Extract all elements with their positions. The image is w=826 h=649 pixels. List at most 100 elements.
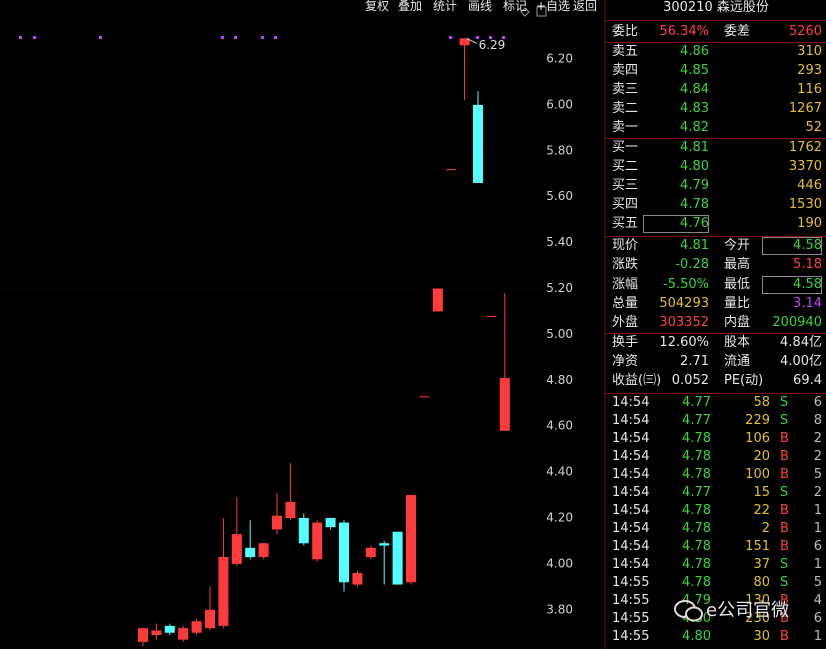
toolbar-button[interactable]: 返回 (573, 0, 598, 13)
level-price: 4.76 (643, 215, 709, 233)
annotation: 6.29 (479, 38, 506, 52)
label: 最低 (724, 276, 751, 292)
watermark: e公司官微 (706, 600, 790, 621)
label: 收益(㈢) (612, 373, 662, 388)
trade-count: 2 (813, 431, 822, 446)
trade-price: 4.77 (682, 413, 711, 428)
value: 0.052 (671, 373, 709, 388)
trade-time: 14:54 (612, 431, 650, 446)
trade-count: 5 (813, 467, 822, 482)
level-label: 买四 (612, 197, 639, 212)
trade-price: 4.77 (682, 485, 711, 500)
toolbar-button[interactable]: 复权 (365, 0, 390, 13)
trade-count: 6 (813, 395, 822, 410)
trade-volume: 22 (753, 503, 770, 518)
candle-body (164, 625, 175, 633)
candle-body (178, 628, 189, 640)
candle-body (312, 522, 323, 560)
candle-body (325, 518, 336, 528)
value: 4.81 (680, 238, 709, 253)
candle-body (365, 547, 376, 558)
trade-side: S (780, 557, 789, 572)
level-volume: 310 (797, 44, 822, 59)
trade-side: B (780, 629, 789, 644)
candle-body (151, 630, 162, 636)
separator (606, 42, 826, 43)
level-label: 卖三 (612, 82, 639, 97)
annotation-arrow (466, 37, 477, 44)
value: 4.00亿 (780, 354, 822, 369)
candle-body (339, 522, 349, 583)
value: 4.84亿 (780, 335, 822, 350)
trade-time: 14:54 (612, 503, 650, 518)
level-label: 买一 (612, 140, 639, 155)
y-tick-label: 6.20 (546, 52, 573, 66)
level-price: 4.84 (680, 82, 709, 97)
label: PE(动) (724, 373, 764, 388)
label: 现价 (612, 238, 639, 253)
level-price: 4.85 (680, 63, 709, 78)
candle-body (272, 515, 282, 530)
separator (606, 333, 826, 334)
separator (606, 236, 826, 237)
value: 4.58 (762, 275, 822, 294)
trade-count: 1 (813, 503, 822, 518)
trade-price: 4.78 (682, 503, 711, 518)
candle-body (473, 104, 483, 183)
y-tick-label: 4.20 (546, 511, 573, 525)
trade-time: 14:55 (612, 575, 650, 590)
candle-body (218, 557, 229, 626)
toolbar-button[interactable]: 标记 (503, 0, 528, 13)
level-label: 卖一 (612, 120, 639, 135)
level-price: 4.80 (680, 159, 709, 174)
trade-volume: 106 (745, 431, 770, 446)
trade-price: 4.78 (682, 539, 711, 554)
level-price: 4.83 (680, 101, 709, 116)
trade-price: 4.78 (682, 467, 711, 482)
label: 流通 (724, 354, 751, 369)
wechat-icon (674, 600, 703, 622)
label: 委比 (612, 24, 639, 39)
level-volume: 1267 (788, 101, 822, 116)
value: -0.28 (675, 257, 709, 273)
trade-count: 1 (813, 629, 822, 644)
trade-volume: 130 (745, 593, 770, 608)
level-volume: 1762 (788, 140, 822, 155)
candle-body (298, 518, 309, 544)
value: 303352 (659, 315, 709, 331)
trade-time: 14:54 (612, 395, 650, 410)
trade-price: 4.77 (682, 395, 711, 410)
trade-price: 4.78 (682, 431, 711, 446)
trade-side: B (780, 593, 789, 608)
candle-body (138, 628, 148, 642)
y-tick-label: 4.60 (546, 419, 573, 433)
markers (19, 36, 505, 39)
separator (606, 138, 826, 139)
y-tick-label: 4.00 (546, 556, 573, 570)
trade-price: 4.79 (682, 593, 711, 608)
trade-price: 4.78 (682, 557, 711, 572)
candle-body (191, 621, 202, 633)
toolbar-button[interactable]: +自选 (536, 0, 571, 13)
candle-body (419, 396, 430, 398)
toolbar-button[interactable]: 画线 (468, 0, 493, 13)
y-tick-label: 5.60 (546, 189, 573, 203)
trade-side: B (780, 431, 789, 446)
checkbox[interactable] (536, 6, 547, 17)
diamond-icon[interactable] (520, 7, 530, 17)
level-label: 买二 (612, 159, 639, 174)
trade-volume: 30 (753, 629, 770, 644)
trade-price: 4.80 (682, 629, 711, 644)
label: 涨跌 (612, 257, 639, 273)
level-volume: 1530 (788, 197, 822, 212)
trade-side: B (780, 467, 789, 482)
toolbar-button[interactable]: 统计 (433, 0, 458, 13)
y-tick-label: 5.40 (546, 235, 573, 249)
value: 5260 (788, 24, 822, 39)
toolbar-button[interactable]: 叠加 (398, 0, 423, 13)
y-tick-label: 5.00 (546, 327, 573, 341)
value: -5.50% (663, 276, 709, 292)
trade-time: 14:54 (612, 521, 650, 536)
trade-volume: 100 (745, 467, 770, 482)
trade-count: 1 (813, 557, 822, 572)
